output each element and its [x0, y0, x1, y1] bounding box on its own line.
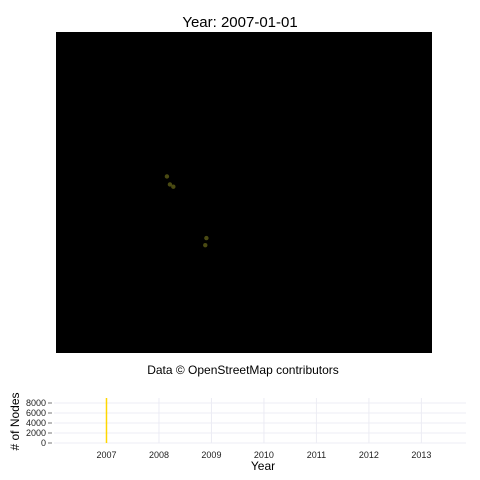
y-tick-label: 2000: [26, 428, 46, 438]
x-tick-label: 2013: [411, 450, 431, 460]
map-point: [167, 182, 173, 187]
x-tick-label: 2009: [201, 450, 221, 460]
map-points: [164, 174, 209, 248]
x-tick-label: 2008: [149, 450, 169, 460]
map-point: [204, 235, 209, 241]
map-point: [171, 184, 176, 189]
y-tick-label: 0: [41, 438, 46, 448]
y-tick-label: 6000: [26, 408, 46, 418]
x-axis-label: Year: [251, 459, 275, 473]
map-point: [164, 174, 170, 179]
x-tick-label: 2007: [96, 450, 116, 460]
x-tick-label: 2010: [254, 450, 274, 460]
x-tick-label: 2011: [307, 450, 326, 460]
map-point: [203, 242, 208, 248]
attribution-caption: Data © OpenStreetMap contributors: [147, 363, 339, 377]
y-tick-label: 8000: [26, 398, 46, 408]
map-panel: [56, 32, 432, 353]
y-axis-label: # of Nodes: [8, 392, 22, 450]
y-tick-label: 4000: [26, 418, 46, 428]
chart-title: Year: 2007-01-01: [182, 14, 298, 31]
x-tick-label: 2012: [359, 450, 379, 460]
